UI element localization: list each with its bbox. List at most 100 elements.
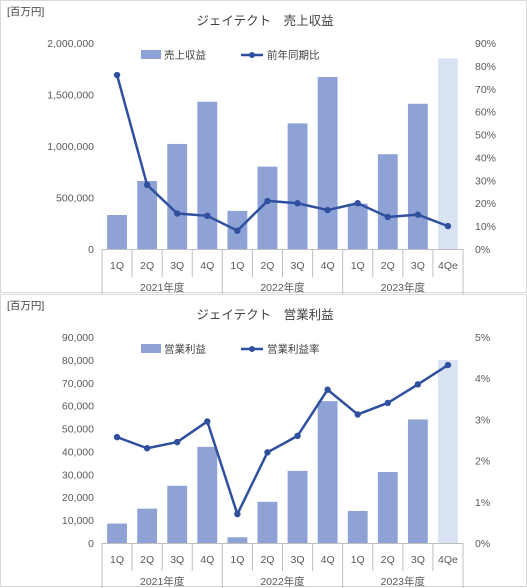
- bar: [257, 166, 278, 249]
- x-tick-label: 4Q: [321, 554, 335, 566]
- y-right-tick-label: 50%: [475, 130, 496, 142]
- bar: [227, 537, 248, 543]
- x-tick-label: 4Qe: [438, 260, 458, 272]
- x-tick-label: 1Q: [351, 554, 365, 566]
- y-right-tick-label: 1%: [475, 497, 490, 509]
- revenue-chart-panel: [百万円] ジェイテクト 売上収益 売上収益 前年同期比 0 500,000 1,000,0…: [0, 0, 527, 294]
- y-left-tick-label: 40,000: [62, 446, 94, 458]
- bar: [197, 101, 218, 250]
- line-point: [204, 212, 211, 220]
- x-tick-label: 2Q: [140, 260, 154, 272]
- x-group-label: 2023年度: [381, 281, 426, 294]
- bar: [137, 181, 158, 249]
- bar: [438, 58, 458, 250]
- x-tick-label: 3Q: [291, 260, 305, 272]
- line-point: [174, 438, 181, 446]
- line-point: [174, 210, 181, 217]
- y-left-tick-label: 20,000: [62, 492, 94, 504]
- line-point: [143, 445, 151, 452]
- line-point: [204, 418, 211, 425]
- y-right-tick-label: 5%: [475, 332, 490, 344]
- bar: [347, 510, 368, 543]
- y-left-tick-label: 1,500,000: [47, 90, 94, 102]
- bar: [438, 359, 458, 543]
- line-point: [414, 211, 422, 218]
- y-left-tick-label: 10,000: [62, 515, 94, 527]
- y-right-tick-label: 60%: [475, 107, 496, 119]
- line-point: [444, 361, 452, 369]
- bar: [287, 123, 308, 249]
- bar: [197, 446, 218, 543]
- line-point: [444, 222, 452, 230]
- y-right-tick-label: 10%: [475, 221, 496, 233]
- y-left-tick-label: 70,000: [62, 378, 94, 390]
- y-left-tick-label: 0: [88, 538, 94, 550]
- bar: [347, 203, 368, 249]
- legend-line-label: 前年同期比: [267, 49, 320, 62]
- bar: [137, 508, 158, 543]
- x-group-label: 2021年度: [140, 575, 185, 588]
- chart-title: ジェイテクト 営業利益: [196, 307, 333, 322]
- chart-title: ジェイテクト 売上収益: [196, 13, 333, 28]
- bar: [377, 472, 398, 543]
- line-point: [264, 449, 271, 456]
- x-tick-label: 2Q: [381, 554, 395, 566]
- y-right-tick-label: 80%: [475, 61, 496, 73]
- y-left-tick-label: 60,000: [62, 401, 94, 413]
- bar: [167, 485, 188, 543]
- y-right-tick-label: 2%: [475, 456, 490, 468]
- x-tick-label: 1Q: [110, 260, 124, 272]
- x-tick-label: 2Q: [381, 260, 395, 272]
- y-right-tick-label: 70%: [475, 84, 496, 96]
- legend-bar-swatch: [141, 344, 161, 353]
- bar: [257, 501, 278, 543]
- x-tick-label: 4Q: [321, 260, 335, 272]
- bar: [107, 523, 127, 543]
- bar: [377, 154, 398, 249]
- y-left-tick-label: 50,000: [62, 424, 94, 436]
- x-tick-label: 4Qe: [438, 554, 458, 566]
- x-group-label: 2021年度: [140, 281, 185, 294]
- line-point: [354, 411, 361, 418]
- y-left-tick-label: 30,000: [62, 469, 94, 481]
- bar: [107, 215, 127, 249]
- x-tick-label: 1Q: [351, 260, 365, 272]
- x-tick-label: 2Q: [140, 554, 154, 566]
- legend-bar-label: 売上収益: [164, 49, 206, 62]
- line-point: [294, 432, 301, 440]
- line-point: [264, 197, 271, 205]
- x-tick-label: 3Q: [411, 260, 425, 272]
- bar: [167, 143, 188, 249]
- line-point: [324, 386, 331, 393]
- y-right-tick-label: 3%: [475, 414, 490, 426]
- line-markers: [113, 71, 452, 234]
- bar: [407, 419, 428, 543]
- bar: [407, 103, 428, 250]
- bar: [287, 470, 308, 543]
- legend-line-marker: [249, 52, 255, 58]
- x-group-label: 2023年度: [381, 575, 426, 588]
- legend-bar-swatch: [141, 50, 161, 59]
- y-right-tick-label: 0%: [475, 244, 490, 256]
- x-tick-label: 4Q: [200, 260, 214, 272]
- y-right-tick-label: 0%: [475, 538, 490, 550]
- bar: [317, 76, 338, 250]
- x-tick-label: 3Q: [170, 554, 184, 566]
- line-point: [384, 213, 391, 221]
- x-tick-label: 4Q: [200, 554, 214, 566]
- line-point: [234, 510, 241, 518]
- y-right-tick-label: 90%: [475, 38, 496, 50]
- y-right-tick-label: 40%: [475, 152, 496, 164]
- unit-label: [百万円]: [7, 300, 44, 312]
- bars: [107, 359, 458, 543]
- line-markers: [113, 361, 452, 518]
- x-tick-label: 2Q: [260, 260, 274, 272]
- legend-line-label: 営業利益率: [267, 343, 320, 356]
- x-tick-label: 3Q: [170, 260, 184, 272]
- line-point: [234, 227, 241, 234]
- y-right-tick-label: 20%: [475, 198, 496, 210]
- legend: 営業利益 営業利益率: [141, 343, 320, 356]
- x-tick-label: 2Q: [260, 554, 274, 566]
